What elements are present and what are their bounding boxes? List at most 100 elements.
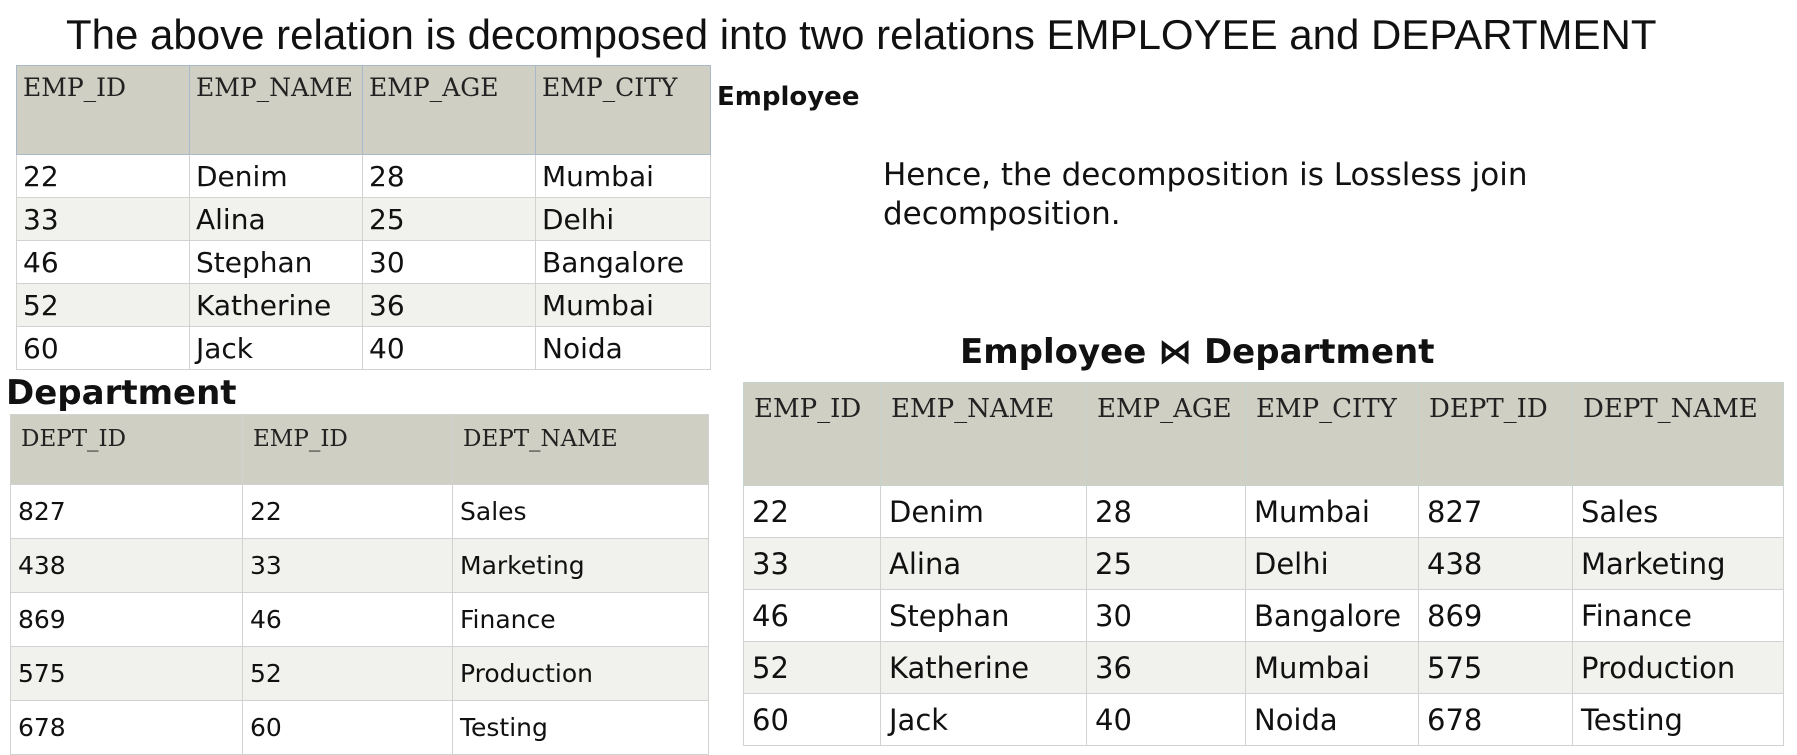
table-cell: 869 (1418, 589, 1573, 642)
table-cell: 22 (242, 484, 453, 539)
table-cell: Noida (535, 326, 711, 370)
table-cell: 46 (242, 592, 453, 647)
table-cell: Production (452, 646, 709, 701)
column-header: EMP_NAME (189, 65, 363, 155)
table-cell: Finance (1572, 589, 1784, 642)
table-cell: Delhi (1245, 537, 1419, 590)
table-cell: 30 (1086, 589, 1246, 642)
table-row: 22 Denim 28 Mumbai (16, 154, 711, 198)
table-cell: 28 (362, 154, 536, 198)
join-table-label: Employee ⋈ Department (960, 332, 1435, 372)
table-row: 438 33 Marketing (10, 538, 709, 593)
table-cell: Bangalore (535, 240, 711, 284)
table-cell: 33 (242, 538, 453, 593)
table-cell: 678 (1418, 693, 1573, 746)
table-cell: Sales (1572, 485, 1784, 538)
table-cell: 46 (743, 589, 881, 642)
table-row: 46 Stephan 30 Bangalore 869 Finance (743, 589, 1784, 642)
table-cell: Stephan (189, 240, 363, 284)
table-cell: 46 (16, 240, 190, 284)
table-cell: 36 (1086, 641, 1246, 694)
table-cell: 827 (1418, 485, 1573, 538)
table-cell: Testing (452, 700, 709, 755)
table-cell: 40 (1086, 693, 1246, 746)
table-row: 33 Alina 25 Delhi (16, 197, 711, 241)
column-header: EMP_ID (242, 414, 453, 485)
table-cell: Testing (1572, 693, 1784, 746)
table-cell: Finance (452, 592, 709, 647)
table-cell: 438 (1418, 537, 1573, 590)
slide-heading: The above relation is decomposed into tw… (66, 11, 1657, 58)
table-cell: 36 (362, 283, 536, 327)
column-header: EMP_CITY (1245, 382, 1419, 486)
table-cell: Denim (189, 154, 363, 198)
table-row: 575 52 Production (10, 646, 709, 701)
table-cell: Delhi (535, 197, 711, 241)
table-row: 22 Denim 28 Mumbai 827 Sales (743, 485, 1784, 538)
table-cell: 60 (242, 700, 453, 755)
table-row: 60 Jack 40 Noida (16, 326, 711, 370)
column-header: EMP_ID (16, 65, 190, 155)
table-row: 678 60 Testing (10, 700, 709, 755)
table-cell: 438 (10, 538, 243, 593)
table-cell: 33 (743, 537, 881, 590)
join-result-table: EMP_ID EMP_NAME EMP_AGE EMP_CITY DEPT_ID… (743, 382, 1784, 746)
table-row: 33 Alina 25 Delhi 438 Marketing (743, 537, 1784, 590)
table-cell: Katherine (880, 641, 1087, 694)
table-cell: 60 (16, 326, 190, 370)
column-header: EMP_ID (743, 382, 881, 486)
table-cell: Mumbai (1245, 641, 1419, 694)
table-cell: 678 (10, 700, 243, 755)
table-row: 46 Stephan 30 Bangalore (16, 240, 711, 284)
table-row: 869 46 Finance (10, 592, 709, 647)
table-cell: Production (1572, 641, 1784, 694)
table-cell: Denim (880, 485, 1087, 538)
table-cell: 869 (10, 592, 243, 647)
table-cell: Bangalore (1245, 589, 1419, 642)
table-cell: Stephan (880, 589, 1087, 642)
conclusion-text: Hence, the decomposition is Lossless joi… (883, 157, 1528, 232)
table-cell: 60 (743, 693, 881, 746)
table-cell: Noida (1245, 693, 1419, 746)
table-cell: Mumbai (535, 154, 711, 198)
table-cell: 28 (1086, 485, 1246, 538)
column-header: DEPT_NAME (452, 414, 709, 485)
table-cell: Jack (880, 693, 1087, 746)
table-cell: 52 (16, 283, 190, 327)
table-row: 60 Jack 40 Noida 678 Testing (743, 693, 1784, 746)
table-cell: 827 (10, 484, 243, 539)
table-cell: Alina (880, 537, 1087, 590)
department-table-label: Department (6, 373, 237, 413)
table-row: 52 Katherine 36 Mumbai (16, 283, 711, 327)
table-cell: 52 (743, 641, 881, 694)
table-cell: Sales (452, 484, 709, 539)
table-cell: Mumbai (535, 283, 711, 327)
table-cell: 30 (362, 240, 536, 284)
table-cell: Marketing (452, 538, 709, 593)
table-row: 827 22 Sales (10, 484, 709, 539)
table-cell: 25 (362, 197, 536, 241)
table-row: 52 Katherine 36 Mumbai 575 Production (743, 641, 1784, 694)
table-cell: 52 (242, 646, 453, 701)
table-cell: Alina (189, 197, 363, 241)
table-cell: 575 (1418, 641, 1573, 694)
table-cell: 22 (743, 485, 881, 538)
column-header: DEPT_NAME (1572, 382, 1784, 486)
table-cell: 33 (16, 197, 190, 241)
table-cell: Jack (189, 326, 363, 370)
department-table: DEPT_ID EMP_ID DEPT_NAME 827 22 Sales 43… (10, 414, 709, 755)
column-header: EMP_NAME (880, 382, 1087, 486)
table-cell: 25 (1086, 537, 1246, 590)
column-header: EMP_AGE (1086, 382, 1246, 486)
table-header-row: EMP_ID EMP_NAME EMP_AGE EMP_CITY (16, 65, 711, 155)
table-cell: Katherine (189, 283, 363, 327)
column-header: EMP_CITY (535, 65, 711, 155)
employee-table: EMP_ID EMP_NAME EMP_AGE EMP_CITY 22 Deni… (16, 65, 711, 370)
column-header: DEPT_ID (10, 414, 243, 485)
table-cell: 575 (10, 646, 243, 701)
employee-table-label: Employee (717, 82, 860, 112)
table-header-row: EMP_ID EMP_NAME EMP_AGE EMP_CITY DEPT_ID… (743, 382, 1784, 486)
table-cell: Mumbai (1245, 485, 1419, 538)
column-header: DEPT_ID (1418, 382, 1573, 486)
table-cell: Marketing (1572, 537, 1784, 590)
